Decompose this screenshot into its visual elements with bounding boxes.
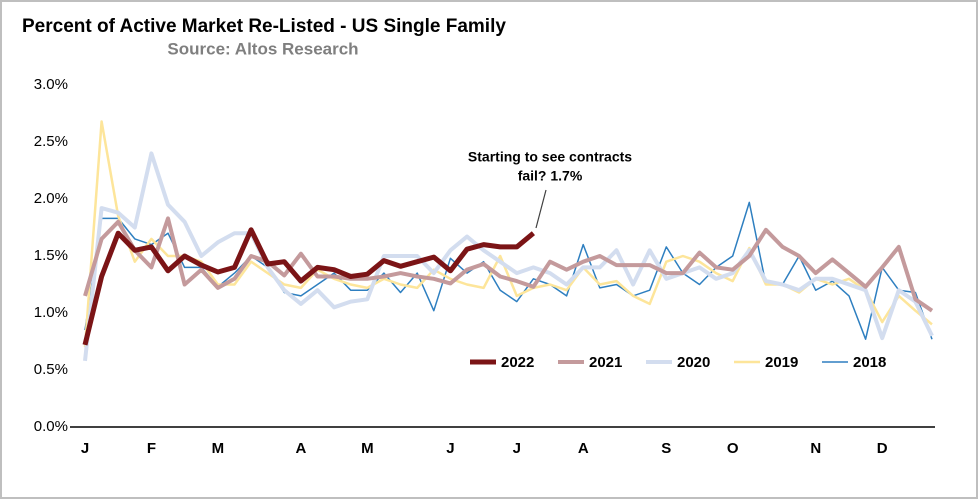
x-tick-label: J	[446, 440, 454, 457]
x-tick-label: J	[513, 440, 521, 457]
y-tick-label: 2.5%	[34, 133, 68, 150]
x-tick-label: A	[295, 440, 306, 457]
y-tick-label: 1.5%	[34, 247, 68, 264]
x-tick-label: A	[578, 440, 589, 457]
annotation: Starting to see contracts	[468, 149, 632, 165]
x-tick-label: N	[810, 440, 821, 457]
legend-label: 2021	[589, 354, 622, 371]
series-line	[82, 227, 535, 346]
y-tick-label: 3.0%	[34, 76, 68, 93]
chart-title: Percent of Active Market Re-Listed - US …	[22, 16, 506, 37]
x-tick-label: S	[661, 440, 671, 457]
legend-label: 2022	[501, 354, 534, 371]
y-tick-label: 1.0%	[34, 304, 68, 321]
x-tick-label: O	[727, 440, 739, 457]
x-tick-label: M	[361, 440, 374, 457]
y-tick-label: 0.5%	[34, 361, 68, 378]
chart-subtitle: Source: Altos Research	[167, 39, 358, 58]
x-tick-label: D	[877, 440, 888, 457]
legend-label: 2019	[765, 354, 798, 371]
x-tick-label: J	[81, 440, 89, 457]
series-line	[84, 201, 933, 340]
x-tick-label: F	[147, 440, 156, 457]
y-tick-label: 0.0%	[34, 418, 68, 435]
series-line	[83, 216, 934, 313]
annotation-arrow	[535, 189, 547, 229]
y-tick-label: 2.0%	[34, 190, 68, 207]
legend-label: 2018	[853, 354, 886, 371]
annotation: fail? 1.7%	[518, 168, 583, 184]
series-line	[83, 151, 934, 362]
x-tick-label: M	[212, 440, 225, 457]
legend-label: 2020	[677, 354, 710, 371]
